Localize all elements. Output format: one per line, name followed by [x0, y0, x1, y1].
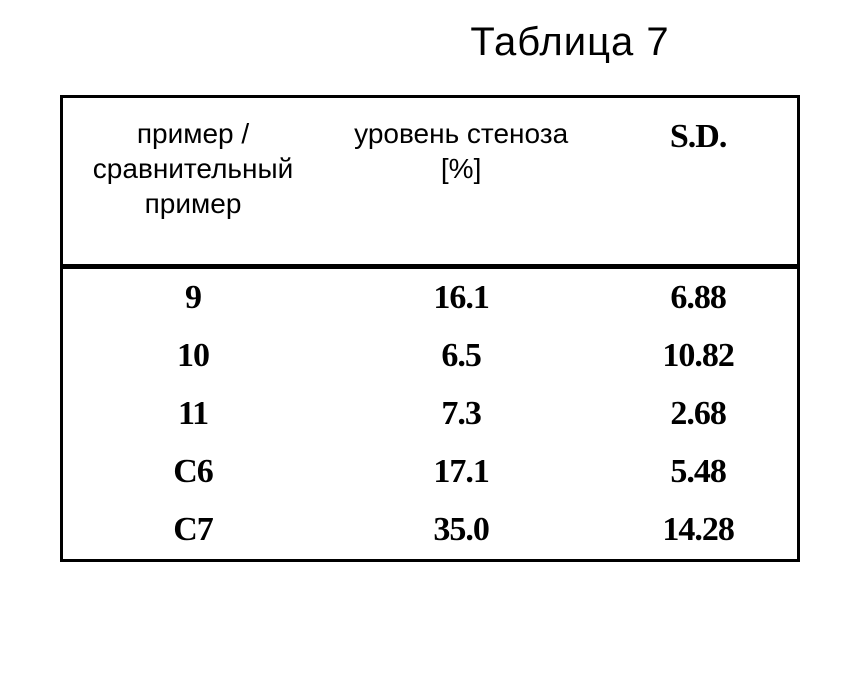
cell-stenosis: 7.3: [323, 385, 599, 443]
col-header-example: пример / сравнительный пример: [62, 97, 324, 267]
col-header-line: уровень стеноза: [324, 116, 598, 151]
table-figure: Таблица 7 пример / сравнительный пример …: [50, 20, 810, 562]
cell-sd: 10.82: [599, 327, 798, 385]
table-body: 9 16.1 6.88 10 6.5 10.82 11 7.3 2.68 C6 …: [62, 267, 799, 561]
table-row: 9 16.1 6.88: [62, 267, 799, 328]
cell-example: C7: [62, 501, 324, 561]
table-row: C6 17.1 5.48: [62, 443, 799, 501]
table-row: C7 35.0 14.28: [62, 501, 799, 561]
col-header-sd: S.D.: [599, 97, 798, 267]
cell-stenosis: 17.1: [323, 443, 599, 501]
col-header-line: пример: [64, 186, 322, 221]
table-row: 10 6.5 10.82: [62, 327, 799, 385]
cell-sd: 5.48: [599, 443, 798, 501]
col-header-line: пример /: [64, 116, 322, 151]
cell-stenosis: 35.0: [323, 501, 599, 561]
cell-sd: 2.68: [599, 385, 798, 443]
table-header: пример / сравнительный пример уровень ст…: [62, 97, 799, 267]
data-table: пример / сравнительный пример уровень ст…: [60, 95, 800, 562]
table-row: 11 7.3 2.68: [62, 385, 799, 443]
cell-example: 11: [62, 385, 324, 443]
cell-example: C6: [62, 443, 324, 501]
col-header-line: сравнительный: [64, 151, 322, 186]
cell-sd: 6.88: [599, 267, 798, 328]
table-title: Таблица 7: [50, 20, 810, 95]
col-header-line: [%]: [324, 151, 598, 186]
col-header-stenosis: уровень стеноза [%]: [323, 97, 599, 267]
cell-example: 9: [62, 267, 324, 328]
cell-sd: 14.28: [599, 501, 798, 561]
col-header-line: S.D.: [600, 116, 796, 159]
cell-stenosis: 6.5: [323, 327, 599, 385]
cell-example: 10: [62, 327, 324, 385]
cell-stenosis: 16.1: [323, 267, 599, 328]
